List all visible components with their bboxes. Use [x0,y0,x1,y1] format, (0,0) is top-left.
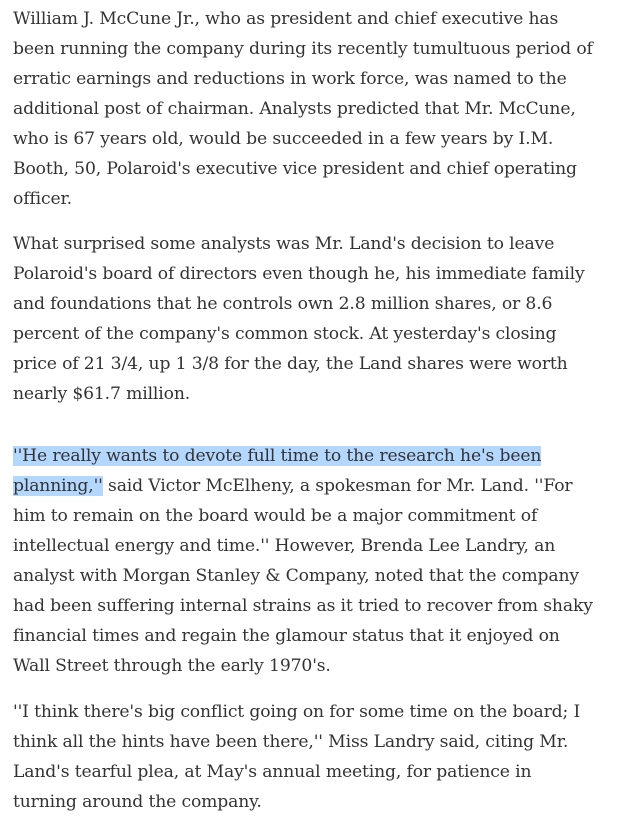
text-line: additional post of chairman. Analysts pr… [13,99,576,119]
text-line: planning,'' said Victor McElheny, a spok… [13,471,625,501]
text-line: ''He really wants to devote full time to… [13,441,625,471]
text-line: erratic earnings and reductions in work … [13,69,567,89]
text-line: had been suffering internal strains as i… [13,596,593,616]
text-line: financial times and regain the glamour s… [13,626,560,646]
paragraph-land-decision: What surprised some analysts was Mr. Lan… [13,229,625,409]
text-line: analyst with Morgan Stanley & Company, n… [13,566,579,586]
text-line: percent of the company's common stock. A… [13,324,557,344]
paragraph-quote-landry: ''I think there's big conflict going on … [13,697,625,817]
text-line: What surprised some analysts was Mr. Lan… [13,234,555,254]
text-line: intellectual energy and time.'' However,… [13,536,556,556]
text-line: Land's tearful plea, at May's annual mee… [13,762,532,782]
text-line: Polaroid's board of directors even thoug… [13,264,585,284]
text-line: Booth, 50, Polaroid's executive vice pre… [13,159,577,179]
text-line: him to remain on the board would be a ma… [13,506,538,526]
text-line: William J. McCune Jr., who as president … [13,9,559,29]
text-line: Wall Street through the early 1970's. [13,656,331,676]
text-line: been running the company during its rece… [13,39,593,59]
text-selection-highlight[interactable]: planning,'' [13,476,103,496]
text-line: price of 21 3/4, up 1 3/8 for the day, t… [13,354,568,374]
text-selection-highlight[interactable]: ''He really wants to devote full time to… [13,446,542,466]
text-line: who is 67 years old, would be succeeded … [13,129,554,149]
text-line: officer. [13,189,72,209]
text-line-rest: said Victor McElheny, a spokesman for Mr… [102,476,573,496]
text-line: nearly $61.7 million. [13,384,191,404]
paragraph-mccune: William J. McCune Jr., who as president … [13,4,625,214]
text-line: and foundations that he controls own 2.8… [13,294,553,314]
text-line: think all the hints have been there,'' M… [13,732,569,752]
paragraph-quote-mcelheny: ''He really wants to devote full time to… [13,441,625,681]
text-line: ''I think there's big conflict going on … [13,702,581,722]
text-line: turning around the company. [13,792,262,812]
